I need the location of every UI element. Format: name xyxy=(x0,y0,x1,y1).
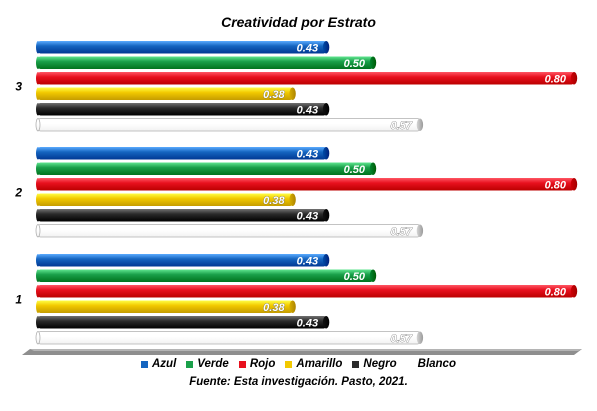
bar-azul-1 xyxy=(38,254,327,267)
bar-start-cap xyxy=(36,178,40,191)
category-label: 3 xyxy=(15,80,22,94)
bar-start-cap xyxy=(36,72,40,85)
legend-swatch xyxy=(285,360,293,368)
bar-azul-2 xyxy=(38,147,327,160)
bar-start-cap xyxy=(35,224,41,238)
data-label: 0.50 xyxy=(344,271,366,283)
legend-swatch xyxy=(141,360,148,368)
bar-end-cap xyxy=(322,41,330,54)
legend-swatch xyxy=(186,360,194,368)
bar-negro-2 xyxy=(38,209,327,222)
bar-start-cap xyxy=(36,103,40,116)
bar-end-cap xyxy=(570,285,578,298)
bar-end-cap xyxy=(289,193,296,206)
bar-verde-2 xyxy=(38,162,373,175)
bar-blanco-3 xyxy=(37,118,421,132)
legend-label: Rojo xyxy=(249,358,276,370)
bar-start-cap xyxy=(36,41,40,54)
data-label: 0.57 xyxy=(390,333,412,345)
legend-swatch xyxy=(352,360,360,368)
legend-item-amarillo: Amarillo xyxy=(285,358,342,370)
data-label: 0.43 xyxy=(297,317,318,329)
bar-rojo-1 xyxy=(38,285,574,298)
bar-start-cap xyxy=(36,56,40,69)
bar-amarillo-1 xyxy=(38,300,293,313)
data-label: 0.80 xyxy=(545,179,567,191)
bar-end-cap xyxy=(570,178,578,191)
data-label: 0.80 xyxy=(545,286,567,298)
legend-label: Azul xyxy=(152,358,177,370)
data-label: 0.50 xyxy=(344,58,366,70)
bar-end-cap xyxy=(322,316,330,329)
chart-source-note: Fuente: Esta investigación. Pasto, 2021. xyxy=(189,376,408,388)
bar-amarillo-3 xyxy=(38,87,293,100)
legend-item-rojo: Rojo xyxy=(238,358,276,370)
bar-end-cap xyxy=(369,162,377,175)
bar-start-cap xyxy=(36,269,40,282)
bar-end-cap xyxy=(369,269,377,282)
chart-legend: Azul Verde Rojo Amarillo Negro Blanco xyxy=(0,358,597,370)
legend-label: Negro xyxy=(363,358,397,370)
bar-end-cap xyxy=(322,147,330,160)
bar-start-cap xyxy=(36,147,40,160)
bar-rojo-3 xyxy=(38,72,574,85)
data-label: 0.38 xyxy=(263,302,285,314)
bar-end-cap xyxy=(369,56,377,69)
chart-title: Creatividad por Estrato xyxy=(221,14,376,30)
bar-start-cap xyxy=(36,285,40,298)
data-label: 0.43 xyxy=(297,104,318,116)
bar-start-cap xyxy=(36,162,40,175)
floor-highlight xyxy=(30,349,582,351)
bar-azul-3 xyxy=(38,41,327,54)
bar-start-cap xyxy=(36,300,40,313)
bar-blanco-2 xyxy=(37,224,421,238)
data-label: 0.43 xyxy=(297,42,318,54)
legend-label: Blanco xyxy=(417,358,456,370)
bar-negro-1 xyxy=(38,316,327,329)
bar-start-cap xyxy=(36,87,40,100)
legend-label: Amarillo xyxy=(296,358,343,370)
data-label: 0.43 xyxy=(297,210,318,222)
category-label: 1 xyxy=(15,293,22,307)
data-label: 0.57 xyxy=(390,120,412,132)
bar-end-cap xyxy=(322,103,330,116)
bar-start-cap xyxy=(36,316,40,329)
bar-rojo-2 xyxy=(38,178,574,191)
legend-item-negro: Negro xyxy=(352,358,397,370)
legend-item-azul: Azul xyxy=(141,358,176,370)
legend-item-verde: Verde xyxy=(186,358,229,370)
bar-end-cap xyxy=(289,87,296,100)
data-label: 0.43 xyxy=(297,255,318,267)
bar-amarillo-2 xyxy=(38,193,293,206)
bar-negro-3 xyxy=(38,103,327,116)
bar-end-cap xyxy=(416,224,424,237)
data-label: 0.50 xyxy=(344,164,366,176)
bar-end-cap xyxy=(416,331,424,344)
bar-start-cap xyxy=(35,331,41,345)
bar-end-cap xyxy=(322,209,330,222)
bar-verde-3 xyxy=(38,56,373,69)
bar-blanco-1 xyxy=(37,331,421,345)
legend-label: Verde xyxy=(197,358,229,370)
bar-start-cap xyxy=(36,209,40,222)
bar-end-cap xyxy=(322,254,330,267)
bar-end-cap xyxy=(289,300,296,313)
bar-end-cap xyxy=(416,118,424,131)
bar-start-cap xyxy=(36,193,40,206)
data-label: 0.38 xyxy=(263,195,285,207)
legend-swatch xyxy=(407,361,414,368)
bar-start-cap xyxy=(35,118,41,132)
legend-swatch xyxy=(238,360,246,368)
data-label: 0.80 xyxy=(545,73,567,85)
bar-verde-1 xyxy=(38,269,373,282)
data-label: 0.43 xyxy=(297,148,318,160)
category-label: 2 xyxy=(14,186,22,200)
bar-start-cap xyxy=(36,254,40,267)
legend-item-blanco: Blanco xyxy=(407,358,456,370)
data-label: 0.57 xyxy=(390,226,412,238)
bar-end-cap xyxy=(570,72,578,85)
data-label: 0.38 xyxy=(263,89,285,101)
